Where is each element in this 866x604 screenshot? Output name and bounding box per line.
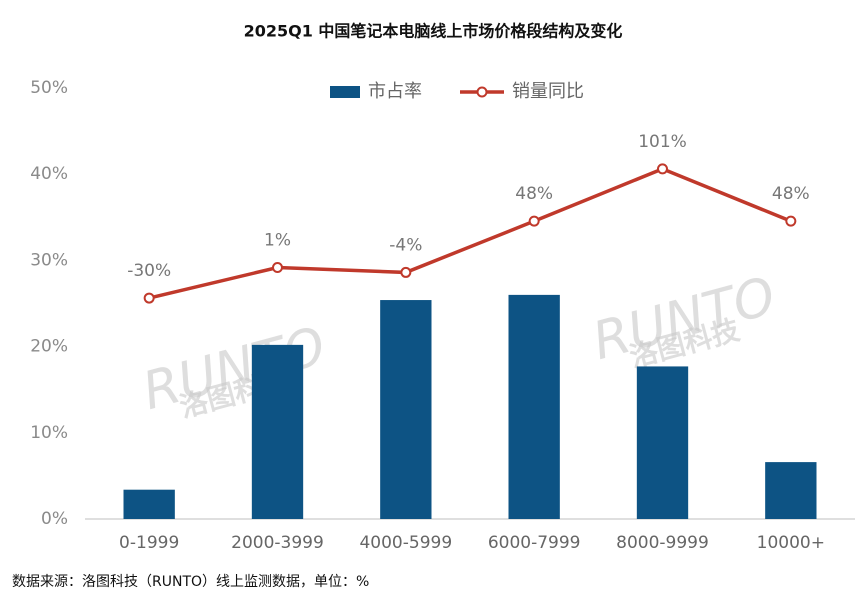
x-tick-label: 8000-9999 bbox=[616, 533, 709, 553]
line-marker bbox=[143, 292, 155, 304]
y-tick-label: 40% bbox=[30, 164, 68, 184]
data-label: 1% bbox=[264, 231, 291, 251]
y-tick-label: 10% bbox=[30, 423, 68, 443]
x-tick-label: 6000-7999 bbox=[488, 533, 581, 553]
y-tick-label: 30% bbox=[30, 250, 68, 270]
legend-swatch bbox=[330, 86, 360, 98]
chart-title: 2025Q1 中国笔记本电脑线上市场价格段结构及变化 bbox=[244, 22, 623, 41]
bar bbox=[636, 366, 689, 519]
line bbox=[148, 166, 792, 300]
bar bbox=[123, 489, 175, 519]
x-tick-label: 4000-5999 bbox=[359, 533, 452, 553]
bar bbox=[380, 300, 432, 519]
data-label: -4% bbox=[389, 235, 422, 255]
x-tick-label: 0-1999 bbox=[119, 533, 179, 553]
line-marker bbox=[785, 215, 797, 227]
x-tick-label: 2000-3999 bbox=[231, 533, 324, 553]
bar bbox=[765, 462, 817, 519]
line-marker bbox=[657, 163, 668, 175]
legend-swatch bbox=[476, 86, 488, 98]
y-tick-label: 50% bbox=[30, 78, 68, 98]
data-label: 48% bbox=[772, 184, 810, 204]
line-marker bbox=[400, 266, 412, 278]
bar bbox=[508, 294, 560, 519]
y-tick-label: 20% bbox=[30, 337, 68, 357]
data-label: -30% bbox=[127, 261, 171, 281]
bar bbox=[251, 344, 304, 519]
line-marker bbox=[272, 262, 283, 274]
y-tick-label: 0% bbox=[41, 509, 68, 529]
legend-label: 市占率 bbox=[368, 81, 422, 102]
x-tick-label: 10000+ bbox=[757, 533, 825, 553]
data-label: 101% bbox=[638, 132, 687, 152]
source-note: 数据来源：洛图科技（RUNTO）线上监测数据，单位：% bbox=[12, 574, 369, 590]
data-label: 48% bbox=[515, 184, 553, 204]
legend-label: 销量同比 bbox=[512, 81, 584, 102]
line-marker bbox=[528, 215, 540, 227]
